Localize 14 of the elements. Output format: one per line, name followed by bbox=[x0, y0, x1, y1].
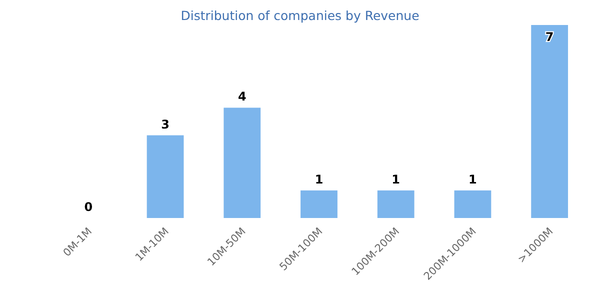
data-label: 1 bbox=[468, 172, 477, 186]
bar bbox=[146, 135, 184, 218]
chart-title: Distribution of companies by Revenue bbox=[180, 8, 420, 23]
bar bbox=[377, 190, 414, 218]
data-label: 3 bbox=[161, 117, 170, 132]
data-label: 7 bbox=[545, 30, 554, 44]
bar bbox=[531, 25, 568, 218]
data-label: 0 bbox=[84, 200, 93, 214]
data-label: 1 bbox=[314, 172, 324, 186]
data-label: 1 bbox=[392, 172, 400, 186]
bar bbox=[300, 190, 338, 218]
bar bbox=[454, 190, 492, 218]
bar bbox=[224, 108, 261, 218]
data-label: 4 bbox=[238, 90, 246, 104]
